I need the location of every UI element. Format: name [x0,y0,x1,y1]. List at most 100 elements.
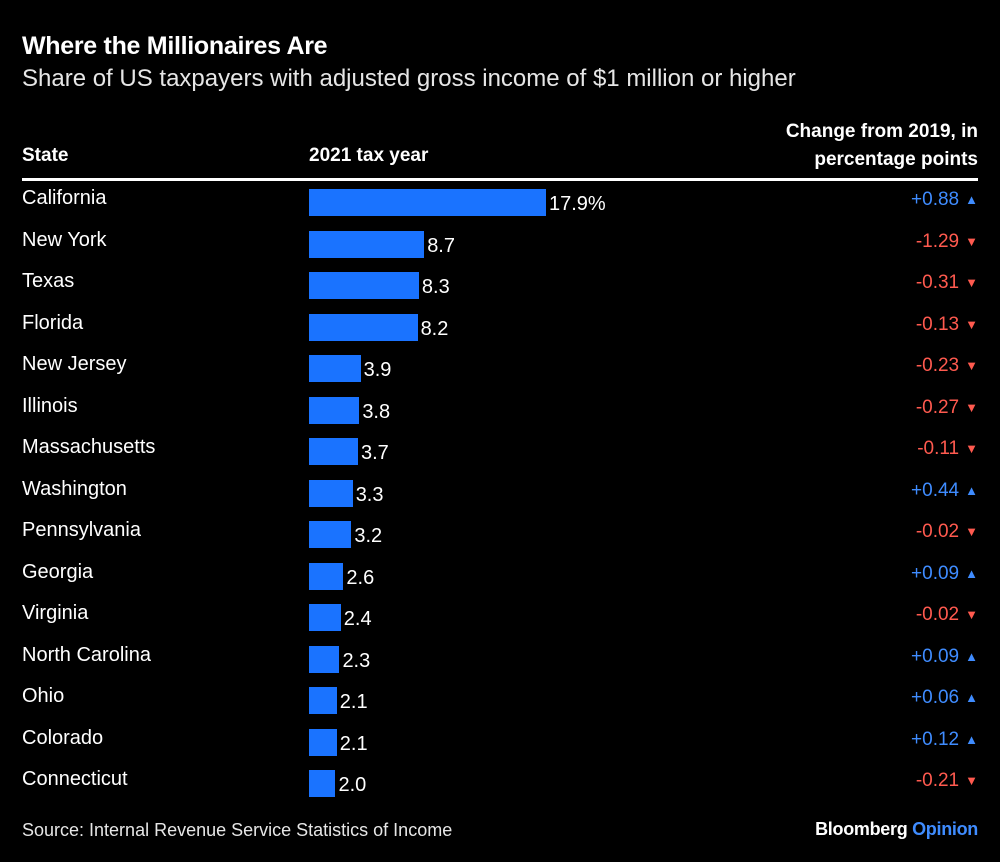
table-row: Massachusetts 3.7 -0.11 ▼ [0,430,1000,470]
change-value-text: -0.27 [915,396,960,418]
chart-subtitle: Share of US taxpayers with adjusted gros… [22,65,796,92]
change-value-text: +0.09 [911,645,960,667]
table-row: Georgia 2.6 +0.09 ▲ [0,555,1000,595]
bar-value-label: 3.9 [363,359,392,381]
bar-value-label: 8.3 [421,276,450,298]
state-label: North Carolina [22,643,151,666]
triangle-down-icon: ▼ [965,233,978,249]
table-row: Texas 8.3 -0.31 ▼ [0,264,1000,304]
change-value-text: -0.11 [917,438,960,459]
change-value: -0.31 ▼ [916,272,978,294]
bar-value-label: 8.7 [427,234,455,257]
header-rule [22,178,978,181]
change-value-text: -0.21 [915,770,960,791]
triangle-up-icon: ▲ [965,192,978,207]
bar [309,313,418,341]
table-row: Florida 8.2 -0.13 ▼ [0,306,1000,346]
bar [309,396,360,424]
change-value: +0.06 ▲ [911,687,978,709]
triangle-up-icon: ▲ [965,482,978,498]
table-row: Colorado 2.1 +0.12 ▲ [0,721,1000,761]
bar-value-label: 3.8 [362,400,391,423]
triangle-down-icon: ▼ [965,358,978,373]
table-row: New Jersey 3.9 -0.23 ▼ [0,347,1000,387]
change-value: -0.11 ▼ [917,438,978,460]
bar-value-label: 2.3 [342,649,371,672]
change-value: -0.13 ▼ [916,314,978,336]
triangle-up-icon: ▲ [965,648,978,664]
bar [309,355,361,382]
change-value: -0.02 ▼ [916,604,978,626]
bar-value-label: 3.2 [354,525,383,547]
bar [309,645,340,673]
bar-value-label: 2.0 [338,774,367,796]
column-header-change-line2: percentage points [814,149,978,170]
change-value: -1.29 ▼ [916,231,978,253]
brand-suffix: Opinion [912,819,978,839]
triangle-down-icon: ▼ [965,275,978,290]
bar [309,230,425,258]
state-label: New York [22,228,107,251]
change-value: +0.88 ▲ [911,189,978,211]
state-label: Massachusetts [22,436,156,458]
table-row: Ohio 2.1 +0.06 ▲ [0,679,1000,719]
triangle-down-icon: ▼ [965,607,978,622]
table-row: Washington 3.3 +0.44 ▲ [0,472,1000,512]
state-label: Georgia [22,560,94,583]
bar [309,770,336,797]
table-row: Pennsylvania 3.2 -0.02 ▼ [0,513,1000,553]
bar [309,479,353,507]
bar [309,728,337,756]
bar-value-label: 3.3 [355,483,384,506]
change-value: +0.09 ▲ [911,646,978,668]
state-label: Connecticut [22,768,128,790]
state-label: Washington [22,477,127,500]
state-label: Colorado [22,726,104,749]
table-row: New York 8.7 -1.29 ▼ [0,223,1000,263]
column-header-year: 2021 tax year [309,145,429,166]
change-value-text: -0.23 [915,355,960,376]
bar [309,687,337,714]
chart-title: Where the Millionaires Are [22,32,328,60]
change-value: -0.27 ▼ [916,397,978,419]
change-value: +0.09 ▲ [911,563,978,585]
state-label: Texas [22,270,75,292]
bar [309,189,546,216]
change-value-text: -0.13 [915,313,960,335]
bar [309,604,341,631]
change-value-text: -1.29 [915,230,960,252]
bar-value-label: 8.2 [420,317,449,340]
bar-value-label: 17.9% [549,193,606,215]
bar-value-label: 2.1 [339,732,368,755]
bar [309,521,352,548]
change-value-text: +0.44 [911,479,960,501]
change-value-text: +0.88 [911,189,960,210]
brand-logo: Bloomberg Opinion [815,819,978,840]
source-note: Source: Internal Revenue Service Statist… [22,820,453,840]
state-label: Florida [22,311,84,334]
bar-value-label: 2.6 [346,566,375,589]
triangle-down-icon: ▼ [965,524,978,539]
table-row: California 17.9% +0.88 ▲ [0,181,1000,221]
column-header-change: Change from 2019, in percentage points [718,118,978,174]
table-row: Illinois 3.8 -0.27 ▼ [0,389,1000,429]
state-label: Ohio [22,685,65,707]
change-value: +0.44 ▲ [911,480,978,502]
column-header-state: State [22,145,69,166]
table-row: Virginia 2.4 -0.02 ▼ [0,596,1000,636]
triangle-down-icon: ▼ [965,773,978,788]
change-value-text: +0.09 [911,562,960,584]
state-label: New Jersey [22,353,127,375]
bar-value-label: 2.1 [339,691,368,713]
change-value-text: +0.12 [911,728,960,750]
triangle-down-icon: ▼ [965,316,978,332]
change-value: +0.12 ▲ [911,729,978,751]
change-value: -0.21 ▼ [916,770,978,792]
triangle-down-icon: ▼ [965,441,978,456]
change-value: -0.23 ▼ [916,355,978,377]
triangle-up-icon: ▲ [965,731,978,747]
change-value-text: -0.02 [915,521,960,542]
bar [309,438,358,465]
change-value: -0.02 ▼ [916,521,978,543]
state-label: California [22,187,107,209]
